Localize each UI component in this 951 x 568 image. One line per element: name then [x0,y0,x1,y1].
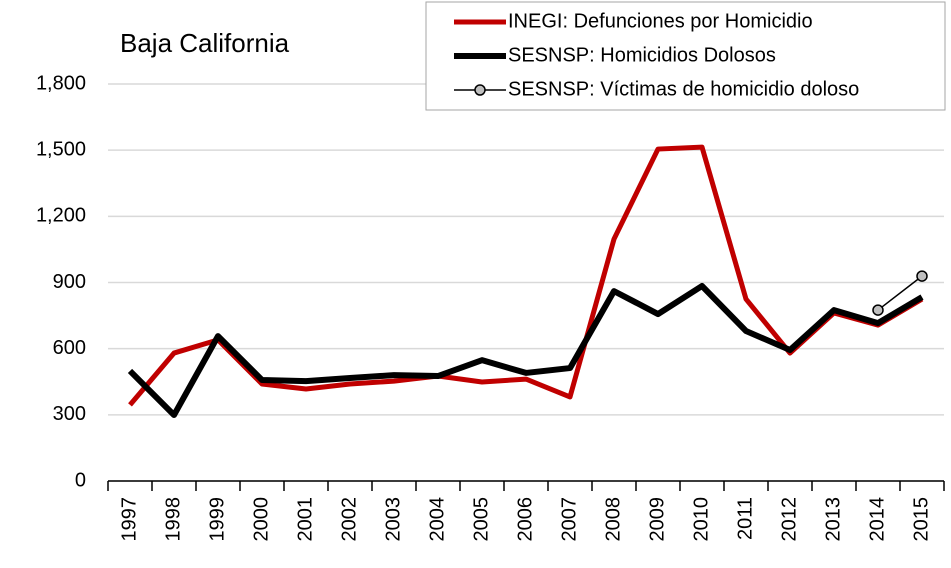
x-tick-label: 1997 [118,497,140,542]
legend-box [425,1,946,111]
y-tick-label: 1,500 [36,138,86,160]
x-tick-label: 2000 [250,497,272,542]
x-tick-label: 1998 [162,497,184,542]
point [872,304,884,316]
x-tick-label: 2014 [866,497,888,542]
y-tick-label: 900 [53,271,86,293]
series-line [877,275,923,311]
x-tick-label: 1999 [206,497,228,542]
y-tick-label: 1,200 [36,205,86,227]
y-tick-label: 1,800 [36,72,86,94]
x-tick-label: 2012 [778,497,800,542]
x-tick-label: 2011 [734,497,756,540]
point [916,270,928,282]
series-line [128,144,924,407]
x-tick-label: 2007 [558,497,580,542]
x-tick-label: 2003 [382,497,404,542]
x-tick-label: 2013 [822,497,844,542]
legend-label: SESNSP: Homicidios Dolosos [508,44,776,66]
x-tick-label: 2008 [602,497,624,542]
x-tick-label: 2005 [470,497,492,542]
x-tick-label: 2004 [426,497,448,542]
legend-marker [474,84,486,96]
y-tick-label: 300 [53,403,86,425]
x-tick-label: 2001 [294,497,316,542]
x-tick-label: 2015 [910,497,932,542]
legend-label: SESNSP: Víctimas de homicidio doloso [508,78,859,100]
x-tick-label: 2010 [690,497,712,542]
chart-title: Baja California [120,28,290,58]
x-tick-label: 2002 [338,497,360,542]
legend-label: INEGI: Defunciones por Homicidio [508,10,813,32]
series-line [127,283,924,419]
x-tick-label: 2009 [646,497,668,542]
x-tick-label: 2006 [514,497,536,542]
y-tick-label: 0 [75,469,86,491]
y-tick-label: 600 [53,337,86,359]
